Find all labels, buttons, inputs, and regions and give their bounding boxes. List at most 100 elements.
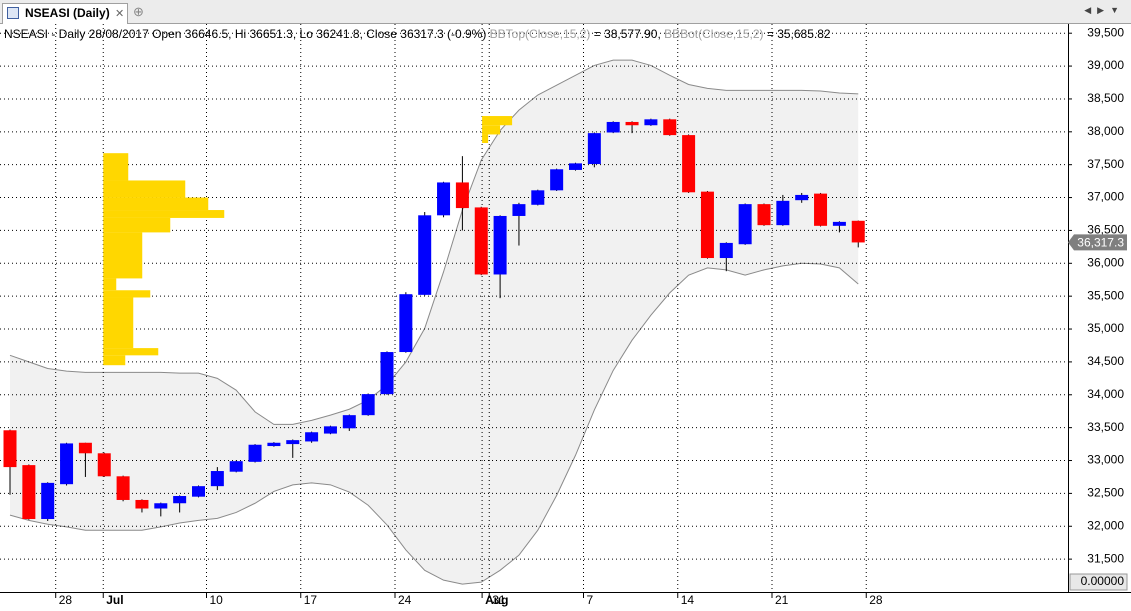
y-tick-label: 35,500 bbox=[1087, 288, 1124, 302]
band-readout: = 38,577.90, bbox=[590, 27, 664, 41]
candle-body bbox=[776, 200, 790, 226]
candle-body bbox=[60, 443, 74, 485]
band-line bbox=[9, 59, 859, 425]
new-tab[interactable]: ⊕ bbox=[133, 4, 144, 19]
volume-profile-bar bbox=[103, 232, 143, 279]
volume-profile-bar bbox=[103, 278, 117, 291]
candle-body bbox=[248, 444, 262, 462]
x-tick-label: 7 bbox=[587, 593, 594, 607]
x-tick-label: Aug bbox=[485, 593, 508, 607]
volume-profile-bar bbox=[103, 197, 209, 211]
candle-body bbox=[3, 430, 17, 468]
volume-profile-bar bbox=[103, 348, 159, 356]
candle-body bbox=[41, 482, 55, 520]
candle-body bbox=[399, 294, 413, 353]
candle-body bbox=[305, 432, 319, 442]
candle-body bbox=[795, 194, 809, 201]
y-tick-label: 34,000 bbox=[1087, 387, 1124, 401]
axis-panel bbox=[1068, 24, 1131, 611]
candle-body bbox=[229, 461, 243, 472]
candle-body bbox=[814, 193, 828, 226]
candle-body bbox=[493, 215, 507, 275]
y-tick-label: 36,000 bbox=[1087, 255, 1124, 269]
y-tick-label: 34,500 bbox=[1087, 354, 1124, 368]
candle-body bbox=[644, 119, 658, 126]
x-tick-label: 24 bbox=[398, 593, 412, 607]
candle-body bbox=[97, 453, 111, 477]
x-tick-label: 31 bbox=[492, 593, 506, 607]
readout-box bbox=[1069, 573, 1128, 591]
candle-body bbox=[173, 496, 187, 504]
candle-body bbox=[682, 135, 696, 193]
y-tick-label: 39,500 bbox=[1087, 25, 1124, 39]
volume-profile-bar bbox=[103, 355, 126, 366]
candle-body bbox=[663, 119, 677, 136]
y-tick-label: 32,500 bbox=[1087, 486, 1124, 500]
candle-body bbox=[437, 182, 451, 216]
band-name: BBTop(Close,15,2) bbox=[490, 27, 591, 41]
candle-body bbox=[832, 221, 846, 226]
y-tick-label: 32,000 bbox=[1087, 518, 1124, 532]
candle-body bbox=[380, 352, 394, 395]
y-tick-label: 31,500 bbox=[1087, 551, 1124, 565]
candle-body bbox=[550, 169, 564, 191]
volume-profile-bar bbox=[482, 116, 513, 126]
y-tick-label: 38,000 bbox=[1087, 124, 1124, 138]
y-tick-label: 37,000 bbox=[1087, 190, 1124, 204]
x-tick-label: 10 bbox=[210, 593, 224, 607]
x-tick-label: 28 bbox=[59, 593, 73, 607]
y-tick-label: 33,500 bbox=[1087, 420, 1124, 434]
last-price-label: 36,317.3 bbox=[1077, 236, 1124, 250]
tab-title: NSEASI (Daily) bbox=[25, 6, 110, 20]
candle-body bbox=[851, 220, 865, 243]
volume-profile-bar bbox=[482, 125, 501, 135]
x-tick-label: 14 bbox=[681, 593, 695, 607]
band-line bbox=[9, 262, 859, 585]
band-fill bbox=[10, 60, 859, 585]
volume-profile-bar bbox=[103, 217, 171, 233]
candle-body bbox=[22, 465, 36, 520]
y-tick-label: 33,000 bbox=[1087, 453, 1124, 467]
candle-body bbox=[474, 207, 488, 275]
tab-close[interactable]: ✕ bbox=[115, 8, 125, 20]
chart: 31,500 32,000 32,500 33,000 33,500 34,000 34,5… bbox=[0, 24, 1131, 611]
candle-body bbox=[512, 204, 526, 216]
candle-body bbox=[116, 476, 130, 500]
candle-body bbox=[587, 133, 601, 165]
candle-body bbox=[606, 121, 620, 133]
candle-body bbox=[625, 121, 639, 126]
candle-body bbox=[192, 486, 205, 497]
band-name: BBBot(Close,15,2) bbox=[664, 27, 763, 41]
candle-body bbox=[286, 440, 300, 445]
x-tick-label: 21 bbox=[775, 593, 789, 607]
x-tick-label: Jul bbox=[106, 593, 123, 607]
chart-tab[interactable]: NSEASI (Daily) ✕ bbox=[2, 3, 128, 24]
band-readout: = 35,685.82 bbox=[764, 27, 831, 41]
candle-body bbox=[757, 204, 771, 226]
tab-icon bbox=[7, 7, 19, 19]
volume-profile-bar bbox=[103, 290, 151, 298]
candle-body bbox=[342, 415, 356, 429]
y-tick-label: 37,500 bbox=[1087, 157, 1124, 171]
volume-profile-bar bbox=[103, 210, 225, 218]
candle-body bbox=[738, 204, 752, 245]
y-tick-label: 39,000 bbox=[1087, 58, 1124, 72]
header-title: NSEASI - Daily 28/08/2017 Open 36646.5, … bbox=[4, 27, 486, 41]
candle-body bbox=[323, 426, 337, 434]
candle-body bbox=[154, 503, 168, 509]
candle-body bbox=[531, 190, 545, 205]
x-tick-label: 28 bbox=[869, 593, 883, 607]
y-tick-label: 36,500 bbox=[1087, 223, 1124, 237]
candle-body bbox=[719, 242, 733, 259]
y-tick-label: 35,000 bbox=[1087, 321, 1124, 335]
volume-readout: 0.00000 bbox=[1081, 574, 1125, 588]
candle-body bbox=[78, 442, 92, 454]
y-tick-label: 38,500 bbox=[1087, 91, 1124, 105]
x-tick-label: 17 bbox=[304, 593, 318, 607]
candle-body bbox=[361, 394, 375, 416]
volume-profile-bar bbox=[103, 180, 186, 198]
tab-nav[interactable]: ◀▶▼ bbox=[1084, 5, 1125, 15]
candle-body bbox=[135, 499, 149, 509]
volume-profile-bar bbox=[482, 134, 489, 143]
